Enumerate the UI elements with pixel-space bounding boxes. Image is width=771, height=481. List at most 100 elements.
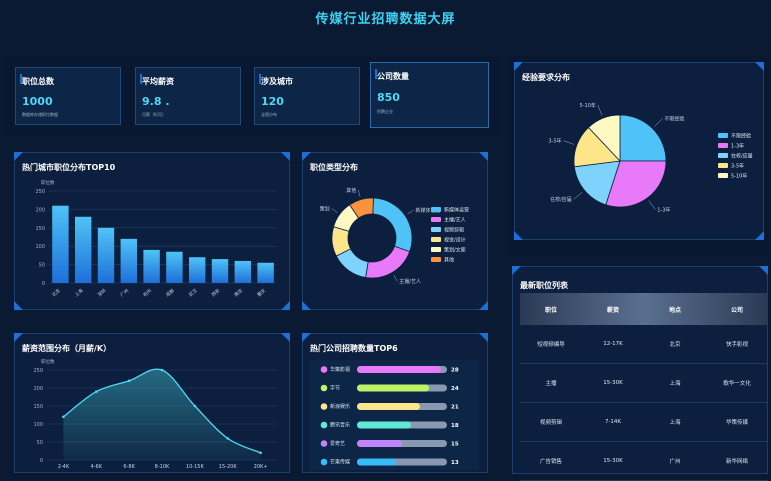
y-tick-label: 250 — [33, 368, 43, 374]
rank-dot — [320, 458, 328, 466]
data-point — [62, 415, 65, 419]
x-tick-label: 2-4K — [58, 464, 70, 470]
corner-decoration — [14, 333, 23, 342]
stat-label: 平均薪资 — [142, 77, 174, 86]
data-point — [226, 437, 230, 440]
bar-value: 15 — [451, 442, 459, 448]
y-tick-label: 50 — [37, 440, 43, 446]
stat-accent — [259, 74, 261, 84]
corner-decoration — [281, 152, 290, 161]
x-tick-label: 15-20K — [219, 464, 238, 470]
job-type-panel: 职位类型分布 新媒体运营 主播/艺人 策划 其他 新媒体运营 主播/艺人 视频剪辑 视觉/设计… — [302, 152, 488, 310]
stat-card-cities: 涉及城市 120 全国分布 — [254, 67, 360, 125]
stat-card-salary: 平均薪资 9.8 . 月薪（K/月） — [135, 67, 241, 125]
cell-location: 上海 — [669, 381, 681, 387]
panel-title: 热门城市职位分布TOP10 — [22, 163, 116, 172]
x-tick-label: 广州 — [119, 287, 131, 298]
slice-label: 5-10年 — [580, 102, 596, 109]
corner-decoration — [302, 301, 311, 310]
stat-label: 公司数量 — [377, 72, 409, 81]
slice-label: 新媒体运营 — [415, 207, 440, 214]
rank-dot — [320, 366, 328, 373]
bar — [97, 227, 115, 283]
company-label: 爱奇艺 — [330, 440, 345, 447]
slice-leader-line — [393, 274, 398, 282]
slice-label: 3-5年 — [548, 138, 561, 145]
stat-value: 1000 — [22, 95, 53, 108]
cell-salary: 7-14K — [604, 419, 622, 425]
slice — [372, 197, 413, 253]
x-tick-label: 武汉 — [187, 287, 199, 298]
legend-swatch — [431, 247, 441, 252]
company-label: 芒果传媒 — [330, 459, 350, 466]
bar — [120, 238, 138, 283]
corner-decoration — [759, 266, 768, 275]
experience-pie-chart: 不限经验1-3年在校/应届3-5年5-10年不限经验1-3年在校/应届3-5年5… — [548, 102, 752, 214]
header-cell: 薪资 — [606, 306, 619, 314]
bar — [188, 257, 206, 283]
x-tick-label: 8-10K — [155, 464, 170, 470]
cell-company: 快手影视 — [725, 342, 748, 348]
x-tick-label: 20K+ — [254, 464, 268, 470]
bar-value: 18 — [451, 423, 459, 429]
stat-sub: 全国分布 — [261, 112, 277, 117]
legend-item: 其他 — [444, 257, 454, 264]
corner-decoration — [514, 231, 523, 240]
latest-jobs-table: 职位 薪资 地点 公司 短视频编导 12-17K 北京 快手影视 主播 15-3… — [520, 293, 768, 481]
city-bar-chart: 职位数 0 50 100 150 200 250 北京 上海 深圳 广州 杭州 成都 武汉 西安 南京 重庆 — [35, 179, 277, 298]
slice-leader-line — [407, 209, 414, 215]
slice-label: 1-3年 — [657, 207, 670, 214]
bar — [211, 259, 229, 283]
legend-swatch — [718, 143, 728, 148]
rank-dot — [320, 403, 328, 410]
y-tick-label: 50 — [39, 263, 45, 269]
table-row[interactable]: 短视频编导 12-17K 北京 快手影视 — [520, 325, 768, 364]
stat-label: 职位总数 — [22, 77, 54, 86]
y-axis-label: 职位数 — [41, 179, 55, 186]
corner-decoration — [479, 333, 488, 342]
stat-value: 9.8 . — [142, 95, 170, 108]
slice-leader-line — [357, 189, 361, 197]
legend-item: 策划/文案 — [444, 247, 466, 254]
bar — [234, 260, 252, 283]
company-label: 腾讯音乐 — [330, 422, 350, 429]
bar — [357, 366, 441, 373]
x-tick-label: 上海 — [73, 287, 85, 298]
table-row[interactable]: 主播 15-30K 上海 歌华一文化 — [520, 364, 768, 403]
bar-value: 21 — [451, 405, 459, 411]
bar — [143, 249, 160, 283]
x-tick-label: 成都 — [164, 287, 176, 298]
bar-value: 13 — [451, 460, 459, 466]
slice — [619, 114, 667, 162]
slice-leader-line — [573, 192, 583, 200]
slice-leader-line — [331, 208, 338, 213]
legend-item: 5-10年 — [731, 173, 747, 180]
x-tick-label: 北京 — [50, 287, 62, 298]
stat-accent — [140, 74, 142, 84]
stat-value: 120 — [261, 95, 284, 108]
rank-dot — [320, 440, 328, 447]
slice-label: 策划 — [320, 205, 330, 212]
x-tick-label: 南京 — [233, 287, 245, 298]
data-point — [160, 368, 164, 372]
stat-accent — [375, 69, 377, 79]
y-tick-label: 0 — [42, 281, 45, 287]
cell-title: 广告销售 — [539, 459, 562, 465]
table-row[interactable]: 广告销售 15-30K 广州 新华网络 — [520, 442, 768, 481]
legend-swatch — [718, 173, 728, 178]
y-tick-label: 0 — [40, 458, 43, 464]
slice-label: 不限经验 — [664, 116, 684, 123]
company-label: 华策影视 — [330, 366, 350, 373]
legend-swatch — [718, 133, 728, 138]
stat-sub: 数据库存储职位数据 — [22, 112, 58, 117]
bar — [357, 440, 402, 447]
panel-title: 职位类型分布 — [310, 163, 358, 172]
panel-title: 薪资范围分布（月薪/K） — [22, 344, 112, 353]
legend-swatch — [431, 217, 441, 222]
table-row[interactable]: 视频剪辑 7-14K 上海 华策传媒 — [520, 403, 768, 442]
experience-panel: 经验要求分布 不限经验 1-3年 在校/应届 3-5年 5-10年 不限经验 1-3年 在校/… — [514, 62, 764, 240]
stat-sub: 招聘企业 — [377, 109, 393, 114]
slice-label: 主播/艺人 — [399, 278, 421, 285]
slice — [605, 160, 667, 208]
